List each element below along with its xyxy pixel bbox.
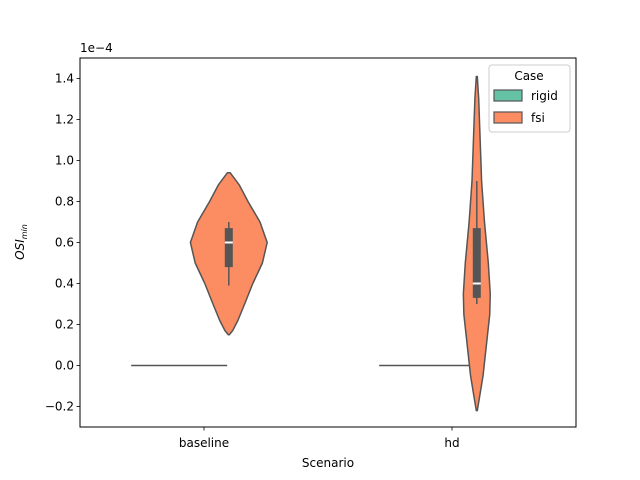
y-scale-label: 1e−4 (80, 41, 113, 55)
y-tick-label: 0.4 (55, 277, 74, 291)
iqr-box-fsi-baseline (224, 228, 233, 268)
iqr-box-fsi-hd (472, 228, 481, 298)
legend-swatch-rigid (493, 89, 523, 102)
y-tick-label: 1.4 (55, 72, 74, 86)
plot-area (131, 75, 491, 412)
x-tick-label: hd (444, 436, 459, 450)
y-axis-label-main: OSI (13, 239, 27, 260)
x-axis-label: Scenario (302, 456, 354, 470)
y-axis-label: OSImin (13, 224, 29, 260)
y-tick-label: 1.2 (55, 113, 74, 127)
legend-label-rigid: rigid (531, 89, 558, 103)
y-axis: −0.2 0.0 0.2 0.4 0.6 0.8 1.0 1.2 1.4 (45, 72, 80, 414)
legend-swatch-fsi (493, 111, 523, 124)
y-tick-label: 0.6 (55, 236, 74, 250)
y-tick-label: 0.8 (55, 195, 74, 209)
y-tick-label: 0.0 (55, 359, 74, 373)
x-tick-label: baseline (179, 436, 229, 450)
legend-label-fsi: fsi (531, 111, 545, 125)
y-axis-label-subscript: min (20, 224, 29, 239)
y-tick-label: 0.2 (55, 318, 74, 332)
legend: Case rigid fsi (488, 64, 571, 133)
legend-title: Case (514, 69, 543, 83)
y-tick-label: −0.2 (45, 400, 74, 414)
y-tick-label: 1.0 (55, 154, 74, 168)
x-axis: baseline hd (179, 427, 460, 450)
